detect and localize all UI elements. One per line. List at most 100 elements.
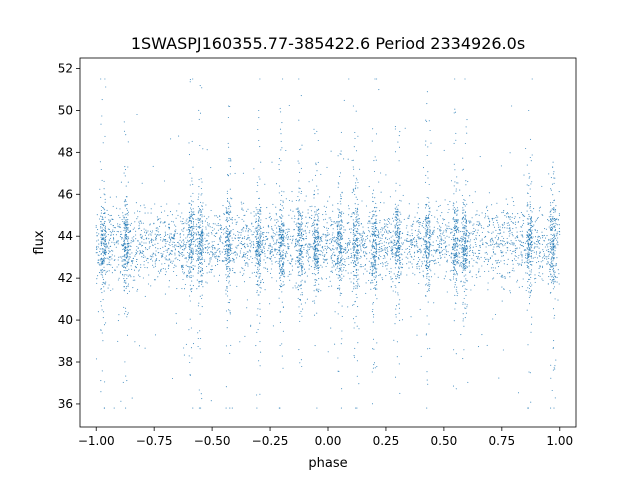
data-point [176,288,178,290]
data-point [219,260,221,262]
data-point [549,239,551,242]
data-point [271,228,273,230]
data-point [433,250,435,252]
data-point [129,231,131,233]
data-point [329,239,331,241]
data-point [521,254,523,256]
data-point [474,284,476,286]
data-point [514,245,516,247]
data-point [148,234,150,236]
data-point [176,245,178,247]
data-point [429,246,431,248]
data-point [102,258,104,260]
data-point [408,245,410,247]
data-point [190,220,192,222]
data-point [302,230,304,232]
data-point [484,217,486,219]
data-point [108,270,110,272]
data-point [279,252,281,254]
data-point [540,261,542,263]
data-point [200,194,202,196]
data-point [126,208,128,210]
data-point [313,224,315,226]
data-point [127,236,129,238]
data-point [297,286,299,288]
data-point [508,235,510,237]
data-point [330,271,332,273]
data-point [444,253,446,255]
data-point [313,314,316,316]
data-point [386,238,388,240]
data-point [135,252,137,254]
data-point [256,182,258,184]
data-point [209,259,211,261]
data-point [230,197,232,199]
data-point [170,253,172,255]
data-point [484,270,486,273]
data-point [258,139,260,142]
data-point [319,250,321,252]
data-point [316,266,318,268]
data-point [340,236,342,238]
data-point [379,220,381,222]
data-point [363,232,366,234]
data-point [125,225,127,227]
data-point [143,238,145,241]
data-point [112,225,114,227]
data-point [248,228,250,230]
data-point [469,247,471,249]
data-point [475,243,477,246]
data-point [202,249,204,251]
data-point [217,248,219,250]
data-point [558,214,560,216]
data-point [97,246,99,248]
data-point [441,222,444,224]
data-point [231,243,233,245]
data-point [201,257,203,259]
data-point [259,226,261,228]
data-point [280,255,282,258]
data-point [256,209,258,211]
data-point [370,249,372,251]
data-point [170,261,172,263]
data-point [326,229,328,231]
data-point [268,247,270,249]
data-point [202,273,204,275]
data-point [516,281,518,283]
data-point [339,250,342,252]
data-point [172,238,174,240]
data-point [384,257,386,259]
data-point [300,248,302,250]
data-point [207,246,209,248]
data-point [283,258,285,260]
data-point [154,243,156,245]
data-point [447,204,449,206]
data-point [323,249,325,251]
data-point [278,246,280,248]
data-point [229,231,231,234]
data-point [283,236,285,238]
data-point [331,260,333,262]
data-point [294,242,296,244]
data-point [174,246,176,248]
data-point [439,230,441,232]
data-point [439,251,441,253]
data-point [316,185,318,187]
data-point [469,254,471,257]
data-point [303,248,305,250]
data-point [260,242,262,244]
data-point [300,218,303,220]
data-point [305,237,307,240]
data-point [228,309,230,311]
data-point [445,271,447,273]
data-point [227,236,229,238]
data-point [384,249,386,251]
data-point [179,234,181,236]
data-point [379,242,381,244]
data-point [192,228,194,230]
data-point [201,251,203,253]
data-point [136,218,138,220]
data-point [407,217,409,219]
data-point [282,238,284,240]
data-point [517,262,519,264]
